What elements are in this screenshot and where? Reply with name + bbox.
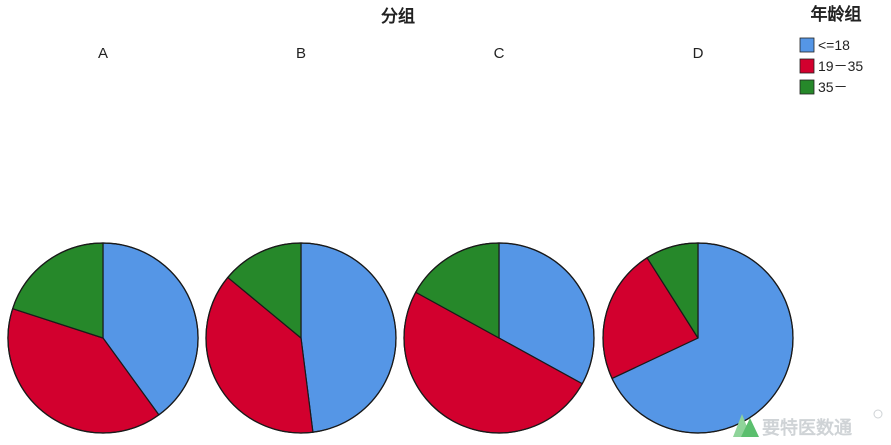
panel-label-a: A xyxy=(98,45,108,62)
pie-outline-d xyxy=(602,242,794,434)
watermark-logo-icon xyxy=(733,414,759,437)
panel-label-b: B xyxy=(296,45,306,62)
legend: 年龄组 <=18 19－35 35－ xyxy=(799,4,863,95)
pie-outline-a xyxy=(7,242,199,434)
registered-mark-icon xyxy=(873,409,883,419)
pie-panel-b: B xyxy=(205,45,397,434)
pie-panel-c: C xyxy=(403,45,595,434)
legend-label-le18: <=18 xyxy=(818,37,850,53)
legend-entry-35plus: 35－ xyxy=(799,79,848,95)
legend-swatch-19-35 xyxy=(799,58,815,74)
legend-swatch-le18 xyxy=(799,37,815,53)
watermark-text: 要特医数通 xyxy=(762,417,852,439)
legend-title: 年龄组 xyxy=(811,4,862,25)
legend-swatch-35plus xyxy=(799,79,815,95)
pie-outline-b xyxy=(205,242,397,434)
pie-panel-a: A xyxy=(7,45,199,434)
pie-panels: A B C D xyxy=(7,45,794,434)
pie-slice-b-le18 xyxy=(300,242,397,433)
legend-label-19-35: 19－35 xyxy=(818,58,863,74)
chart-title: 分组 xyxy=(381,6,415,27)
panel-label-c: C xyxy=(494,45,505,62)
panel-label-d: D xyxy=(693,45,704,62)
pie-panel-d: D xyxy=(602,45,794,434)
legend-entry-19-35: 19－35 xyxy=(799,58,863,74)
watermark: 要特医数通 xyxy=(733,409,883,439)
pie-outline-c xyxy=(403,242,595,434)
legend-entry-le18: <=18 xyxy=(799,37,850,53)
legend-label-35plus: 35－ xyxy=(818,79,848,95)
